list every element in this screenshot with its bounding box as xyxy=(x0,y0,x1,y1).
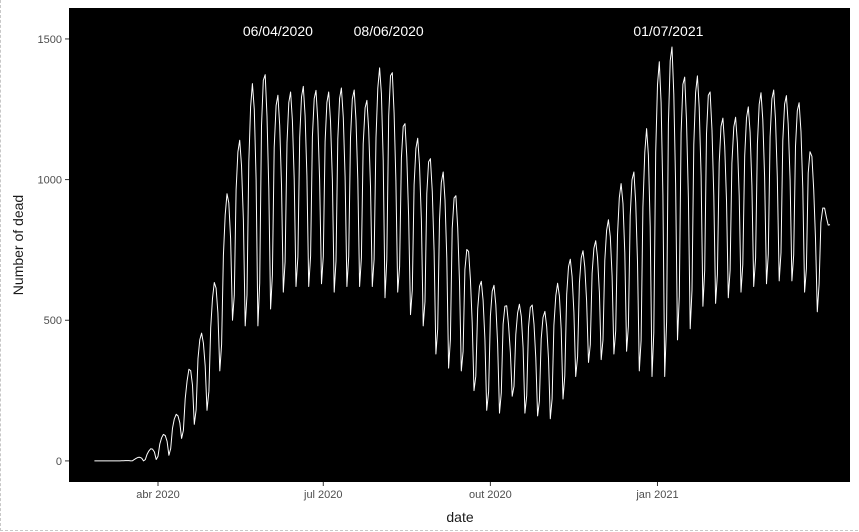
x-tick-label: jan 2021 xyxy=(635,489,678,501)
annotation-label: 08/06/2020 xyxy=(354,23,424,39)
y-axis-title: Number of dead xyxy=(10,195,26,295)
x-tick-label: out 2020 xyxy=(469,489,512,501)
annotation-label: 06/04/2020 xyxy=(243,23,313,39)
x-tick-label: jul 2020 xyxy=(303,489,343,501)
annotations: 06/04/2020 08/06/2020 01/07/2021 xyxy=(243,23,704,39)
y-tick-label: 0 xyxy=(56,456,62,468)
plot-panel xyxy=(69,8,850,482)
x-axis-title: date xyxy=(446,509,473,525)
y-tick-label: 1500 xyxy=(38,34,62,46)
annotation-label: 01/07/2021 xyxy=(633,23,703,39)
series-line-deaths xyxy=(94,46,831,462)
y-tick-label: 500 xyxy=(44,315,62,327)
y-axis: 0 500 1000 1500 xyxy=(38,34,69,468)
x-tick-label: abr 2020 xyxy=(136,489,179,501)
x-axis: abr 2020 jul 2020 out 2020 jan 2021 xyxy=(136,482,679,501)
y-tick-label: 1000 xyxy=(38,175,62,187)
